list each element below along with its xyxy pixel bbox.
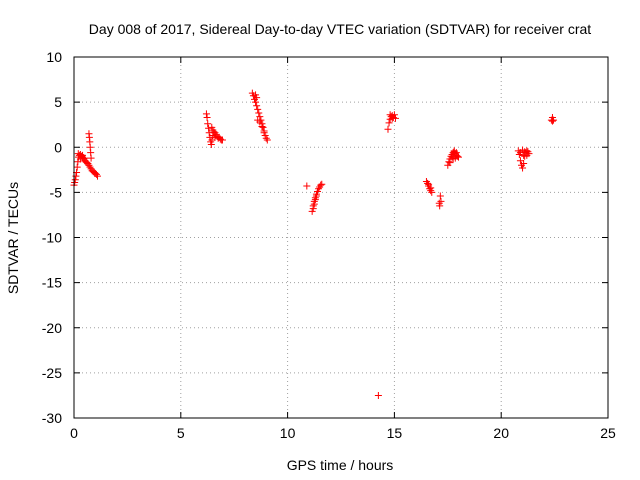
data-point-marker bbox=[521, 148, 529, 156]
y-tick-label: -20 bbox=[42, 320, 62, 336]
x-tick-label: 15 bbox=[387, 425, 403, 441]
data-point-marker bbox=[86, 163, 94, 171]
data-point-marker bbox=[520, 159, 528, 167]
x-tick-label: 25 bbox=[600, 425, 616, 441]
x-tick-label: 0 bbox=[70, 425, 78, 441]
y-tick-labels: 10 5 0 -5 -10 -15 -20 -25 -30 bbox=[42, 49, 62, 426]
data-point-marker bbox=[72, 172, 80, 180]
x-axis-title: GPS time / hours bbox=[287, 457, 394, 473]
data-point-marker bbox=[303, 182, 311, 190]
x-tick-labels: 0 5 10 15 20 25 bbox=[70, 425, 616, 441]
data-point-marker bbox=[388, 114, 396, 122]
data-point-marker bbox=[253, 102, 261, 110]
x-tick-label: 5 bbox=[177, 425, 185, 441]
data-point-marker bbox=[205, 124, 213, 132]
data-point-marker bbox=[318, 180, 326, 188]
data-point-marker bbox=[310, 200, 318, 208]
data-point-marker bbox=[92, 170, 100, 178]
data-point-marker bbox=[255, 109, 263, 117]
data-point-marker bbox=[374, 391, 382, 399]
data-point-marker bbox=[254, 105, 262, 113]
data-point-marker bbox=[209, 126, 217, 134]
data-point-marker bbox=[550, 116, 558, 124]
data-point-marker bbox=[252, 98, 260, 106]
data-point-marker bbox=[385, 119, 393, 127]
data-point-marker bbox=[93, 172, 101, 180]
data-point-marker bbox=[317, 181, 325, 189]
data-point-marker bbox=[258, 122, 266, 130]
data-point-marker bbox=[71, 176, 79, 184]
data-point-marker bbox=[81, 154, 89, 162]
data-point-marker bbox=[259, 123, 267, 131]
data-point-marker bbox=[437, 197, 445, 205]
y-tick-label: -25 bbox=[42, 365, 62, 381]
data-point-marker bbox=[309, 205, 317, 213]
data-point-marker bbox=[204, 120, 212, 128]
y-tick-label: -15 bbox=[42, 275, 62, 291]
data-point-marker bbox=[454, 153, 462, 161]
data-points bbox=[70, 89, 558, 399]
data-point-marker bbox=[207, 141, 215, 149]
data-point-marker bbox=[520, 151, 528, 159]
data-point-marker bbox=[436, 202, 444, 210]
data-point-marker bbox=[73, 163, 81, 171]
data-point-marker bbox=[315, 185, 323, 193]
data-point-marker bbox=[548, 117, 556, 125]
chart-title: Day 008 of 2017, Sidereal Day-to-day VTE… bbox=[89, 21, 591, 37]
x-tick-label: 10 bbox=[280, 425, 296, 441]
data-point-marker bbox=[262, 134, 270, 142]
y-tick-label: 0 bbox=[54, 139, 62, 155]
data-point-marker bbox=[74, 150, 82, 158]
data-point-marker bbox=[448, 153, 456, 161]
y-tick-label: -5 bbox=[50, 184, 63, 200]
data-point-marker bbox=[76, 155, 84, 163]
data-point-marker bbox=[203, 113, 211, 121]
data-point-marker bbox=[452, 149, 460, 157]
data-point-marker bbox=[263, 136, 271, 144]
y-tick-label: -10 bbox=[42, 230, 62, 246]
plot-frame bbox=[73, 56, 609, 419]
data-point-marker bbox=[436, 192, 444, 200]
data-point-marker bbox=[218, 136, 226, 144]
data-point-marker bbox=[84, 159, 92, 167]
y-tick-label: -30 bbox=[42, 410, 62, 426]
y-axis-title: SDTVAR / TECUs bbox=[5, 182, 21, 294]
y-tick-label: 10 bbox=[46, 49, 62, 65]
data-point-marker bbox=[253, 94, 261, 102]
data-point-marker bbox=[519, 164, 527, 172]
data-point-marker bbox=[85, 161, 93, 169]
x-tick-label: 20 bbox=[493, 425, 509, 441]
data-point-marker bbox=[256, 118, 264, 126]
data-point-marker bbox=[446, 159, 454, 167]
data-point-marker bbox=[427, 184, 435, 192]
grid-lines bbox=[74, 57, 608, 418]
data-point-marker bbox=[515, 150, 523, 158]
data-point-marker bbox=[384, 125, 392, 133]
data-point-marker bbox=[312, 192, 320, 200]
data-point-marker bbox=[311, 196, 319, 204]
data-point-marker bbox=[426, 185, 434, 193]
y-tick-label: 5 bbox=[54, 94, 62, 110]
data-point-marker bbox=[428, 188, 436, 196]
data-point-marker bbox=[260, 129, 268, 137]
data-point-marker bbox=[87, 154, 95, 162]
data-point-marker bbox=[425, 180, 433, 188]
data-point-marker bbox=[202, 110, 210, 118]
data-point-marker bbox=[451, 154, 459, 162]
data-point-marker bbox=[211, 133, 219, 141]
data-point-marker bbox=[386, 111, 394, 119]
